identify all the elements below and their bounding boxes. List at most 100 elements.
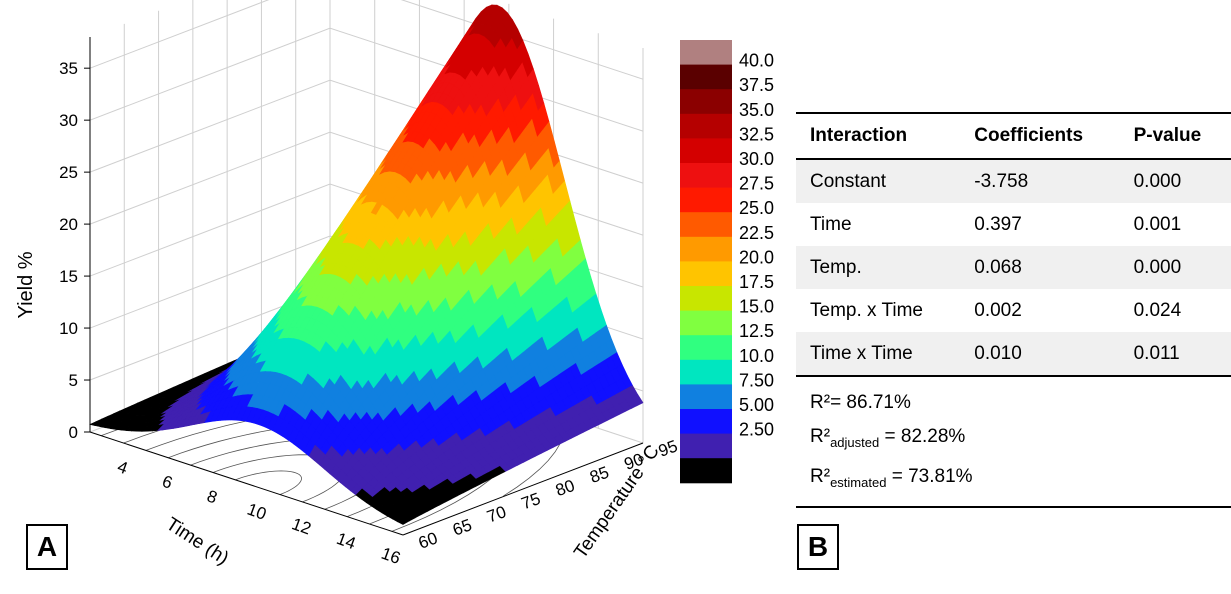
r-squared-estimated: R²estimated = 73.81% xyxy=(810,460,1217,500)
colorbar-swatch xyxy=(680,212,732,238)
colorbar-swatch xyxy=(680,236,732,262)
colorbar-swatch xyxy=(680,433,732,459)
colorbar-swatch xyxy=(680,359,732,385)
colorbar-label: 5.00 xyxy=(739,395,774,415)
y-tick-label: 60 xyxy=(416,528,440,552)
axis-grid xyxy=(89,0,644,444)
z-tick-label: 25 xyxy=(59,163,78,182)
y-tick-label: 85 xyxy=(587,463,611,487)
r-squared: R²= 86.71% xyxy=(810,386,1217,420)
cell-pvalue: 0.024 xyxy=(1133,299,1182,321)
colorbar: 40.0 37.5 35.0 32.5 30.0 27.5 25.0 22.5 20.0 17.5… xyxy=(680,40,774,484)
table-row: Time 0.397 0.001 xyxy=(796,203,1231,246)
header-pvalue: P-value xyxy=(1119,112,1231,160)
colorbar-swatch xyxy=(680,138,732,164)
x-tick-label: 4 xyxy=(115,457,130,478)
r2est-symbol: R² xyxy=(810,465,831,487)
colorbar-swatch xyxy=(680,409,732,435)
colorbar-swatch xyxy=(680,335,732,361)
table-header-row: Interaction Coefficients P-value xyxy=(796,112,1231,160)
z-axis-label: Yield % xyxy=(15,251,37,318)
z-tick-label: 20 xyxy=(59,215,78,234)
r2-symbol: R² xyxy=(810,392,831,413)
table-row: Constant -3.758 0.000 xyxy=(796,159,1231,203)
grid-line xyxy=(89,27,644,132)
colorbar-label: 27.5 xyxy=(739,174,774,194)
header-interaction: Interaction xyxy=(796,112,961,160)
y-axis-line xyxy=(402,442,644,536)
z-tick-label: 0 xyxy=(69,423,78,442)
x-axis-line xyxy=(89,431,404,536)
cell-pvalue: 0.001 xyxy=(1133,213,1182,235)
cell-term: Temp. xyxy=(796,246,961,289)
x-axis-label: Time (h) xyxy=(162,514,232,570)
r2-value: = 86.71% xyxy=(830,392,911,413)
r2est-value: = 73.81% xyxy=(886,465,973,487)
x-tick-label: 10 xyxy=(245,500,269,524)
y-tick-label: 65 xyxy=(450,515,474,539)
colorbar-label: 40.0 xyxy=(739,51,774,71)
colorbar-label: 12.5 xyxy=(739,321,774,341)
colorbar-label: 30.0 xyxy=(739,149,774,169)
r2est-subscript: estimated xyxy=(830,474,887,490)
x-tick-label: 8 xyxy=(204,486,219,507)
panel-label-a: A xyxy=(26,524,68,570)
z-tick-label: 30 xyxy=(59,111,78,130)
cell-coefficient: 0.010 xyxy=(960,332,1120,377)
colorbar-label: 20.0 xyxy=(739,247,774,267)
y-tick-label: 70 xyxy=(484,502,508,526)
surface-patch xyxy=(397,517,410,525)
colorbar-label: 32.5 xyxy=(739,124,774,144)
colorbar-label: 7.50 xyxy=(739,370,774,390)
colorbar-swatch xyxy=(680,458,732,484)
colorbar-swatch xyxy=(680,261,732,287)
cell-pvalue: 0.000 xyxy=(1119,159,1231,203)
colorbar-label: 25.0 xyxy=(739,198,774,218)
x-tick-label: 16 xyxy=(379,544,403,568)
colorbar-swatch xyxy=(680,163,732,189)
y-tick-label: 80 xyxy=(553,476,577,500)
cell-coefficient: -3.758 xyxy=(960,159,1120,203)
x-tick-label: 12 xyxy=(289,514,313,538)
r2adj-symbol: R² xyxy=(810,426,831,447)
cell-coefficient: 0.002 xyxy=(974,299,1022,321)
cell-coefficient: 0.397 xyxy=(974,213,1022,235)
colorbar-swatch xyxy=(680,40,732,66)
colorbar-swatch xyxy=(680,286,732,312)
z-tick-label: 35 xyxy=(59,59,78,78)
contour-line xyxy=(235,470,302,495)
table-row: Temp. 0.068 0.000 xyxy=(796,246,1231,289)
y-tick-label: 75 xyxy=(519,489,543,513)
colorbar-swatch xyxy=(680,64,732,90)
grid-line xyxy=(89,0,644,80)
table-row: Temp. x Time 0.002 0.024 xyxy=(796,289,1231,332)
colorbar-swatch xyxy=(680,113,732,139)
cell-term: Time xyxy=(810,213,852,235)
colorbar-label: 22.5 xyxy=(739,223,774,243)
colorbar-label: 37.5 xyxy=(739,75,774,95)
r2adj-subscript: adjusted xyxy=(830,434,880,450)
fit-statistics: R²= 86.71% R²adjusted = 82.28% R²estimat… xyxy=(796,378,1231,508)
yield-surface xyxy=(89,4,644,525)
cell-pvalue: 0.011 xyxy=(1119,332,1231,377)
r2adj-value: = 82.28% xyxy=(879,426,966,447)
x-tick-label: 6 xyxy=(160,472,175,493)
header-coefficients: Coefficients xyxy=(960,112,1120,160)
y-axis-label: Temperature °C xyxy=(570,441,664,562)
cell-term: Temp. x Time xyxy=(810,299,923,321)
cell-term: Time x Time xyxy=(796,332,961,377)
colorbar-label: 35.0 xyxy=(739,100,774,120)
panel-label-b: B xyxy=(797,524,839,570)
colorbar-label: 15.0 xyxy=(739,297,774,317)
cell-coefficient: 0.068 xyxy=(960,246,1120,289)
z-tick-label: 15 xyxy=(59,267,78,286)
colorbar-swatch xyxy=(680,384,732,410)
colorbar-swatch xyxy=(680,310,732,336)
cell-term: Constant xyxy=(796,159,961,203)
colorbar-label: 2.50 xyxy=(739,420,774,440)
colorbar-swatch xyxy=(680,187,732,213)
x-tick-label: 14 xyxy=(334,529,358,553)
z-tick-label: 5 xyxy=(69,371,78,390)
table-row: Time x Time 0.010 0.011 xyxy=(796,332,1231,377)
